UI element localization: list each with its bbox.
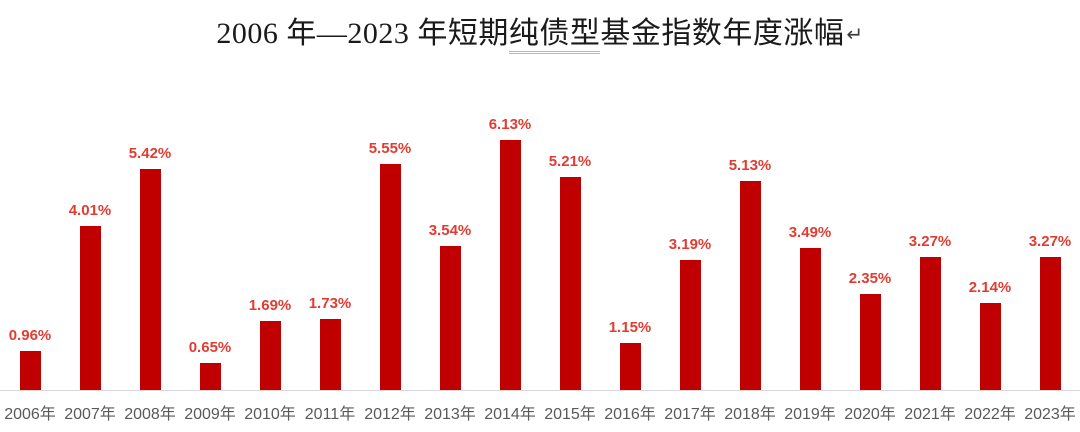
data-label-2010年: 1.69% [248, 296, 292, 314]
bar-column-2007年: 4.01% [60, 201, 120, 390]
title-underlined-text: 纯债型 [508, 17, 601, 54]
bar-column-2019年: 3.49% [780, 223, 840, 390]
x-tick-label-2023年: 2023年 [1024, 406, 1076, 423]
bar-column-2020年: 2.35% [840, 269, 900, 390]
bar-column-2017年: 3.19% [660, 235, 720, 390]
bar-column-2016年: 1.15% [600, 318, 660, 390]
bar-2015年 [559, 177, 581, 390]
title-text-start: 2006 年—2023 年短期 [216, 17, 509, 50]
data-label-2018年: 5.13% [728, 156, 772, 174]
bar-2023年 [1039, 257, 1061, 390]
plot-area: 0.96% 4.01% 5.42% 0.65% 1.69% 1.73% 5.55% 3.54%… [0, 90, 1080, 391]
chart-title: 2006 年—2023 年短期纯债型基金指数年度涨幅 ↵ [0, 8, 1080, 54]
bar-column-2013年: 3.54% [420, 221, 480, 390]
bar-column-2010年: 1.69% [240, 296, 300, 390]
x-tick-label-2018年: 2018年 [724, 406, 776, 423]
bar-chart: 0.96% 4.01% 5.42% 0.65% 1.69% 1.73% 5.55% 3.54%… [0, 90, 1080, 424]
bar-column-2018年: 5.13% [720, 156, 780, 390]
bar-2020年 [859, 294, 881, 390]
data-label-2008年: 5.42% [128, 144, 172, 162]
data-label-2021年: 3.27% [908, 232, 952, 250]
data-label-2009年: 0.65% [188, 338, 232, 356]
data-label-2012年: 5.55% [368, 139, 412, 157]
x-tick-label-2006年: 2006年 [4, 406, 56, 423]
bar-column-2012年: 5.55% [360, 139, 420, 390]
data-label-2007年: 4.01% [68, 201, 112, 219]
bar-2014年 [499, 140, 521, 390]
x-axis-labels: 2006年 2007年 2008年 2009年 2010年 2011年 2012年 2013年… [0, 391, 1080, 424]
data-label-2011年: 1.73% [308, 294, 352, 312]
bar-column-2006年: 0.96% [0, 326, 60, 390]
data-label-2016年: 1.15% [608, 318, 652, 336]
bar-2022年 [979, 303, 1001, 390]
bar-2019年 [799, 248, 821, 390]
data-label-2022年: 2.14% [968, 278, 1012, 296]
data-label-2017年: 3.19% [668, 235, 712, 253]
x-tick-label-2022年: 2022年 [964, 406, 1016, 423]
x-tick-label-2008年: 2008年 [124, 406, 176, 423]
bar-2018年 [739, 181, 761, 390]
bar-2006年 [19, 351, 41, 390]
bar-column-2023年: 3.27% [1020, 232, 1080, 390]
x-tick-label-2020年: 2020年 [844, 406, 896, 423]
data-label-2015年: 5.21% [548, 152, 592, 170]
bar-2008年 [139, 169, 161, 390]
bar-2012年 [379, 164, 401, 390]
x-tick-label-2007年: 2007年 [64, 406, 116, 423]
x-tick-label-2010年: 2010年 [244, 406, 296, 423]
x-tick-label-2017年: 2017年 [664, 406, 716, 423]
bar-2021年 [919, 257, 941, 390]
data-label-2023年: 3.27% [1028, 232, 1072, 250]
bar-2017年 [679, 260, 701, 390]
bar-2007年 [79, 226, 101, 390]
x-tick-label-2012年: 2012年 [364, 406, 416, 423]
x-tick-label-2015年: 2015年 [544, 406, 596, 423]
paragraph-return-icon: ↵ [846, 22, 864, 46]
x-tick-label-2016年: 2016年 [604, 406, 656, 423]
bar-column-2015年: 5.21% [540, 152, 600, 390]
bar-column-2009年: 0.65% [180, 338, 240, 390]
x-tick-label-2014年: 2014年 [484, 406, 536, 423]
bar-2016年 [619, 343, 641, 390]
data-label-2006年: 0.96% [8, 326, 52, 344]
bar-column-2014年: 6.13% [480, 115, 540, 390]
bar-2013年 [439, 246, 461, 390]
bar-2010年 [259, 321, 281, 390]
x-tick-label-2011年: 2011年 [304, 406, 356, 423]
x-tick-label-2019年: 2019年 [784, 406, 836, 423]
title-text-end: 基金指数年度涨幅 [600, 17, 845, 50]
bar-column-2011年: 1.73% [300, 294, 360, 390]
bar-column-2021年: 3.27% [900, 232, 960, 390]
data-label-2014年: 6.13% [488, 115, 532, 133]
bar-2009年 [199, 363, 221, 390]
data-label-2019年: 3.49% [788, 223, 832, 241]
data-label-2013年: 3.54% [428, 221, 472, 239]
x-tick-label-2021年: 2021年 [904, 406, 956, 423]
x-tick-label-2009年: 2009年 [184, 406, 236, 423]
bar-column-2008年: 5.42% [120, 144, 180, 390]
bar-2011年 [319, 319, 341, 390]
data-label-2020年: 2.35% [848, 269, 892, 287]
x-tick-label-2013年: 2013年 [424, 406, 476, 423]
bar-column-2022年: 2.14% [960, 278, 1020, 390]
